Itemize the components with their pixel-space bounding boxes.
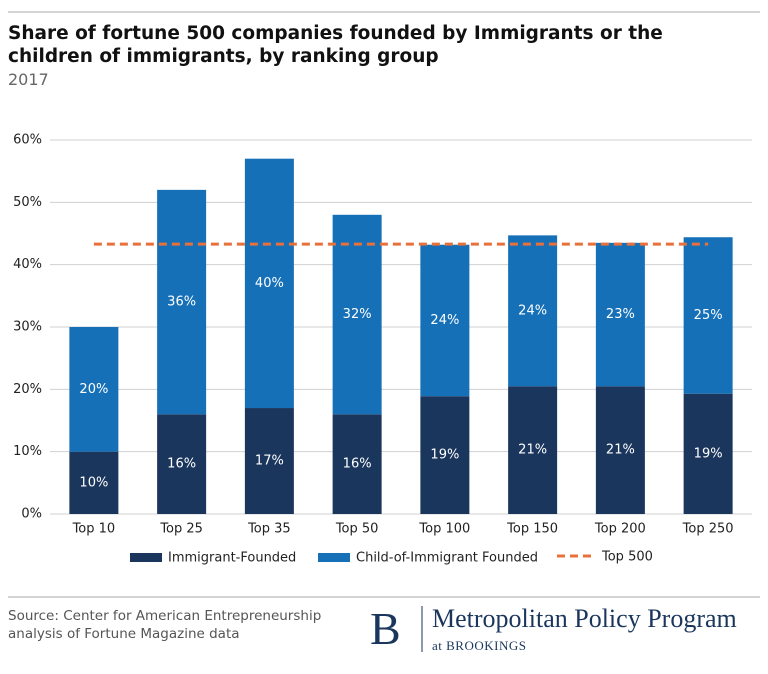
y-tick-label: 40%: [13, 257, 42, 272]
bar-segment: [683, 393, 733, 514]
y-tick-label: 50%: [13, 195, 42, 210]
bar-segment: [69, 451, 119, 514]
program-name: Metropolitan Policy Program: [432, 604, 737, 633]
legend-label: Top 500: [601, 550, 653, 565]
value-label: 40%: [255, 276, 284, 291]
bar-segment: [420, 244, 470, 397]
y-tick-label: 30%: [13, 320, 42, 335]
logo-letter: B: [370, 603, 401, 654]
value-label: 19%: [694, 446, 723, 461]
bar-segment: [332, 414, 382, 514]
y-tick-label: 20%: [13, 382, 42, 397]
source-note: Source: Center for American Entrepreneur…: [8, 608, 322, 642]
y-tick-label: 10%: [13, 444, 42, 459]
x-tick-label: Top 10: [72, 522, 116, 537]
x-tick-label: Top 35: [247, 522, 291, 537]
value-label: 25%: [694, 308, 723, 323]
x-tick-label: Top 25: [159, 522, 203, 537]
bar-segment: [508, 235, 558, 387]
value-label: 24%: [518, 303, 547, 318]
x-tick-label: Top 150: [506, 522, 558, 537]
bar-segment: [683, 237, 733, 394]
value-label: 20%: [79, 382, 108, 397]
value-label: 16%: [343, 457, 372, 472]
chart-title: Share of fortune 500 companies founded b…: [8, 23, 663, 67]
value-label: 24%: [430, 313, 459, 328]
value-label: 17%: [255, 454, 284, 469]
affiliation: at BROOKINGS: [432, 638, 527, 653]
value-label: 16%: [167, 457, 196, 472]
bar-segment: [332, 214, 382, 415]
value-label: 36%: [167, 295, 196, 310]
x-tick-label: Top 250: [682, 522, 734, 537]
y-tick-label: 0%: [21, 507, 42, 522]
bar-segment: [69, 327, 119, 452]
x-tick-label: Top 100: [418, 522, 470, 537]
value-label: 19%: [430, 448, 459, 463]
bar-segment: [595, 386, 645, 514]
chart-subtitle: 2017: [8, 70, 49, 89]
value-label: 10%: [79, 475, 108, 490]
value-label: 32%: [343, 307, 372, 322]
value-label: 23%: [606, 307, 635, 322]
value-label: 21%: [606, 443, 635, 458]
bar-segment: [508, 386, 558, 514]
y-tick-label: 60%: [13, 133, 42, 148]
legend-label: Child-of-Immigrant Founded: [356, 551, 538, 566]
x-tick-label: Top 50: [335, 522, 379, 537]
bar-segment: [157, 414, 207, 514]
bar-segment: [244, 158, 294, 409]
x-tick-label: Top 200: [594, 522, 646, 537]
bar-segment: [595, 242, 645, 387]
value-label: 21%: [518, 443, 547, 458]
bar-segment: [420, 396, 470, 514]
legend-swatch: [318, 553, 350, 562]
legend-swatch: [130, 553, 162, 562]
legend-label: Immigrant-Founded: [168, 551, 296, 566]
bar-segment: [244, 408, 294, 514]
bar-segment: [157, 189, 207, 415]
